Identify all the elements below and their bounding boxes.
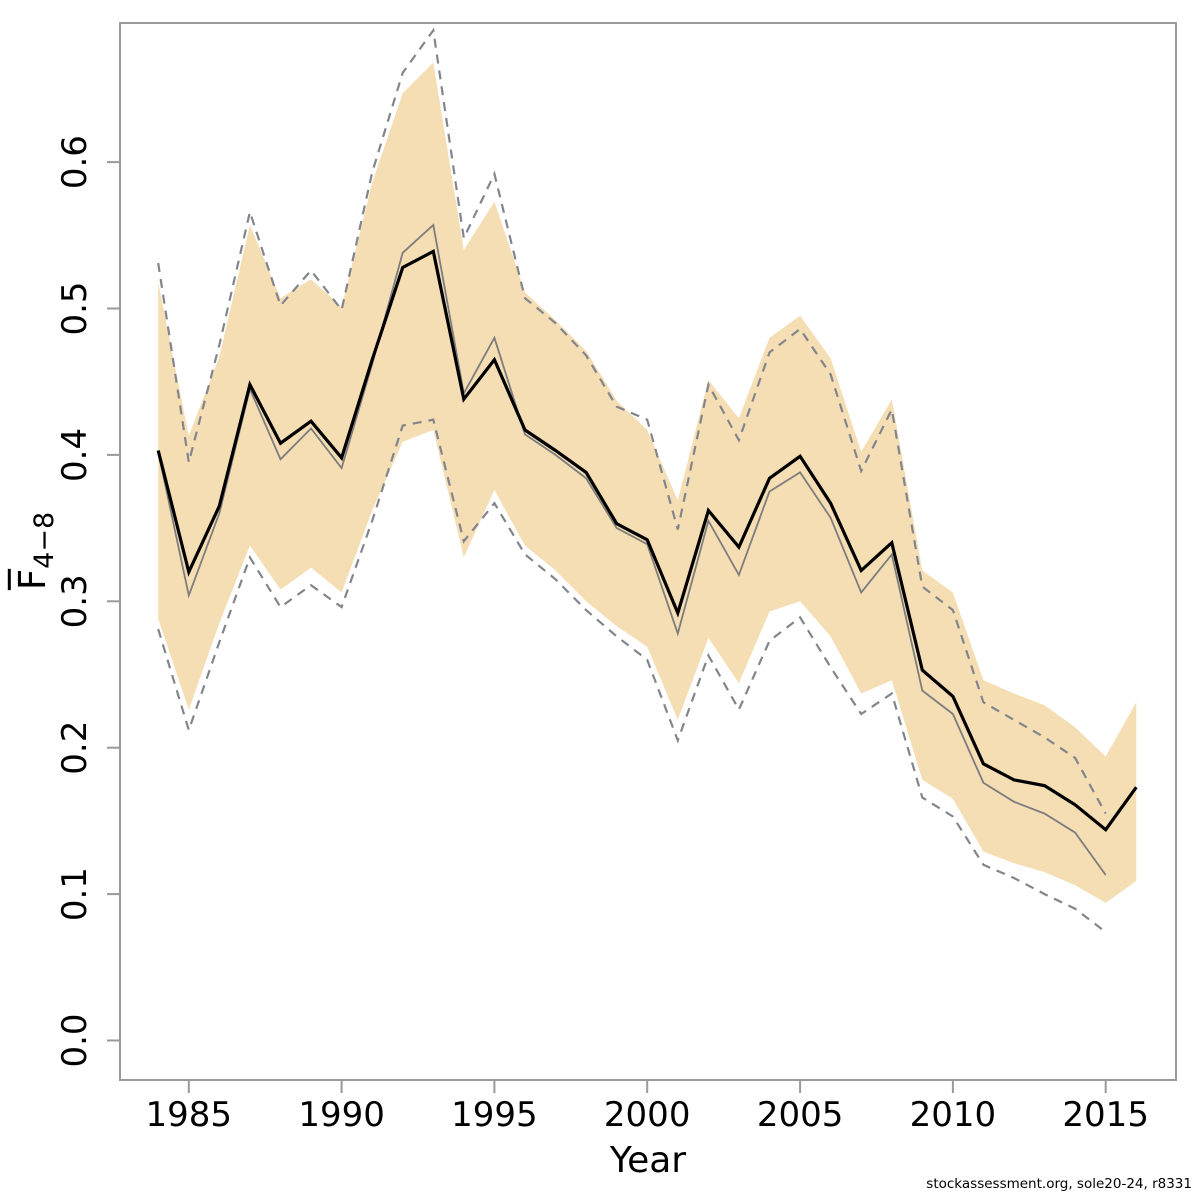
current-estimate-line	[156, 248, 1138, 833]
y-axis-tick-label: 0.2	[55, 721, 95, 775]
x-axis-tick-label: 2010	[910, 1095, 997, 1135]
x-axis-tick-label: 2015	[1062, 1095, 1149, 1135]
x-axis-tick-label: 2005	[757, 1095, 844, 1135]
confidence-band	[158, 62, 1137, 903]
x-axis-tick-label: 2000	[604, 1095, 691, 1135]
footer-credit: stockassessment.org, sole20-24, r8331	[926, 1176, 1192, 1192]
y-axis-tick-label: 0.4	[55, 428, 95, 482]
y-axis-tick-label: 0.0	[55, 1013, 95, 1067]
y-axis-tick-label: 0.5	[55, 281, 95, 335]
y-axis-tick-label: 0.1	[55, 867, 95, 921]
previous-ci-lower-dashed-line	[157, 418, 1107, 933]
x-axis-tick-label: 1990	[298, 1095, 385, 1135]
x-axis-tick-label: 1985	[146, 1095, 233, 1135]
y-axis-label-subscript: 4−8	[29, 511, 61, 569]
x-axis-label: Year	[609, 1140, 687, 1181]
previous-estimate-line	[157, 223, 1107, 876]
y-axis-label-fbar: F	[10, 568, 54, 591]
y-axis-tick-label: 0.6	[55, 135, 95, 189]
y-axis-tick-label: 0.3	[55, 574, 95, 628]
previous-ci-upper-dashed-line	[157, 27, 1107, 815]
y-axis-label: F4−8	[10, 511, 61, 591]
x-axis-tick-label: 1995	[451, 1095, 538, 1135]
